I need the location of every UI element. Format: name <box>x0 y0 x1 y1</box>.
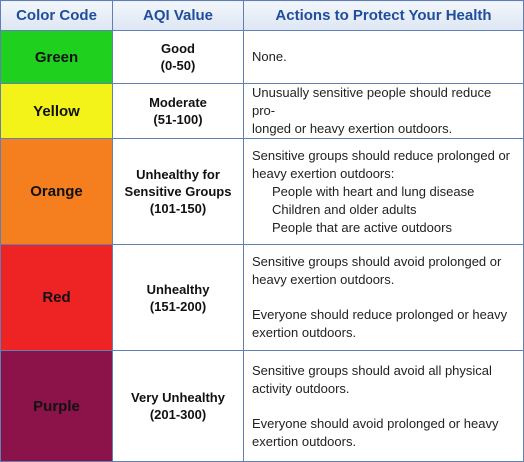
aqi-range-green: (0-50) <box>160 58 196 73</box>
aqi-label-yellow: Moderate <box>149 95 207 110</box>
actions-text: Sensitive groups should avoid all physic… <box>252 362 492 378</box>
actions-text: activity outdoors. <box>252 380 350 396</box>
actions-text: exertion outdoors. <box>252 433 357 449</box>
header-row: Color Code AQI Value Actions to Protect … <box>0 0 524 31</box>
actions-text: None. <box>252 49 287 64</box>
paragraph-gap <box>252 398 517 415</box>
actions-bullet: People that are active outdoors <box>272 219 452 235</box>
aqi-range-red: (151-200) <box>149 298 207 314</box>
actions-text: longed or heavy exertion outdoors. <box>252 121 453 136</box>
color-label-purple: Purple <box>33 397 80 415</box>
aqi-label-orange: Unhealthy for <box>136 167 220 182</box>
table-row-red: Red Unhealthy (151-200) Sensitive groups… <box>0 244 524 351</box>
aqi-label-orange: Sensitive Groups <box>124 184 232 199</box>
color-cell-red: Red <box>0 244 113 351</box>
aqi-cell-red: Unhealthy (151-200) <box>112 244 244 351</box>
table-row-green: Green Good (0-50) None. <box>0 30 524 84</box>
paragraph-gap <box>252 289 517 306</box>
table-row-yellow: Yellow Moderate (51-100) Unusually sensi… <box>0 83 524 139</box>
actions-text: Sensitive groups should avoid prolonged … <box>252 254 502 269</box>
actions-cell-red: Sensitive groups should avoid prolonged … <box>243 244 524 351</box>
aqi-cell-purple: Very Unhealthy (201-300) <box>112 350 244 462</box>
aqi-cell-orange: Unhealthy for Sensitive Groups (101-150) <box>112 138 244 245</box>
actions-bullet: Children and older adults <box>272 201 417 217</box>
actions-text: Everyone should avoid prolonged or heavy <box>252 415 499 431</box>
color-cell-purple: Purple <box>0 350 113 462</box>
color-label-green: Green <box>34 48 79 66</box>
actions-cell-green: None. <box>243 30 524 84</box>
actions-text: heavy exertion outdoors. <box>252 272 395 287</box>
aqi-cell-yellow: Moderate (51-100) <box>112 83 244 139</box>
actions-text: Sensitive groups should reduce prolonged… <box>252 147 511 163</box>
actions-text: exertion outdoors. <box>252 325 357 340</box>
aqi-label-green: Good <box>161 41 195 56</box>
actions-text: Everyone should reduce prolonged or heav… <box>252 307 508 322</box>
header-color-code: Color Code <box>0 0 113 31</box>
actions-text: heavy exertion outdoors: <box>252 165 395 181</box>
color-label-orange: Orange <box>30 183 83 200</box>
table-row-purple: Purple Very Unhealthy (201-300) Sensitiv… <box>0 350 524 462</box>
aqi-range-yellow: (51-100) <box>153 112 203 127</box>
header-actions: Actions to Protect Your Health <box>243 0 524 31</box>
aqi-range-purple: (201-300) <box>149 407 207 422</box>
aqi-cell-green: Good (0-50) <box>112 30 244 84</box>
aqi-label-purple: Very Unhealthy <box>131 390 225 405</box>
actions-cell-yellow: Unusually sensitive people should reduce… <box>243 83 524 139</box>
color-label-yellow: Yellow <box>33 102 80 120</box>
color-label-red: Red <box>42 289 71 306</box>
color-cell-yellow: Yellow <box>0 83 113 139</box>
color-cell-green: Green <box>0 30 113 84</box>
aqi-label-red: Unhealthy <box>146 281 210 297</box>
color-cell-orange: Orange <box>0 138 113 245</box>
table-row-orange: Orange Unhealthy for Sensitive Groups (1… <box>0 138 524 245</box>
header-aqi-value: AQI Value <box>112 0 244 31</box>
actions-cell-purple: Sensitive groups should avoid all physic… <box>243 350 524 462</box>
aqi-range-orange: (101-150) <box>149 201 207 216</box>
actions-text: Unusually sensitive people should reduce… <box>252 85 492 118</box>
actions-bullet: People with heart and lung disease <box>272 183 475 199</box>
actions-cell-orange: Sensitive groups should reduce prolonged… <box>243 138 524 245</box>
